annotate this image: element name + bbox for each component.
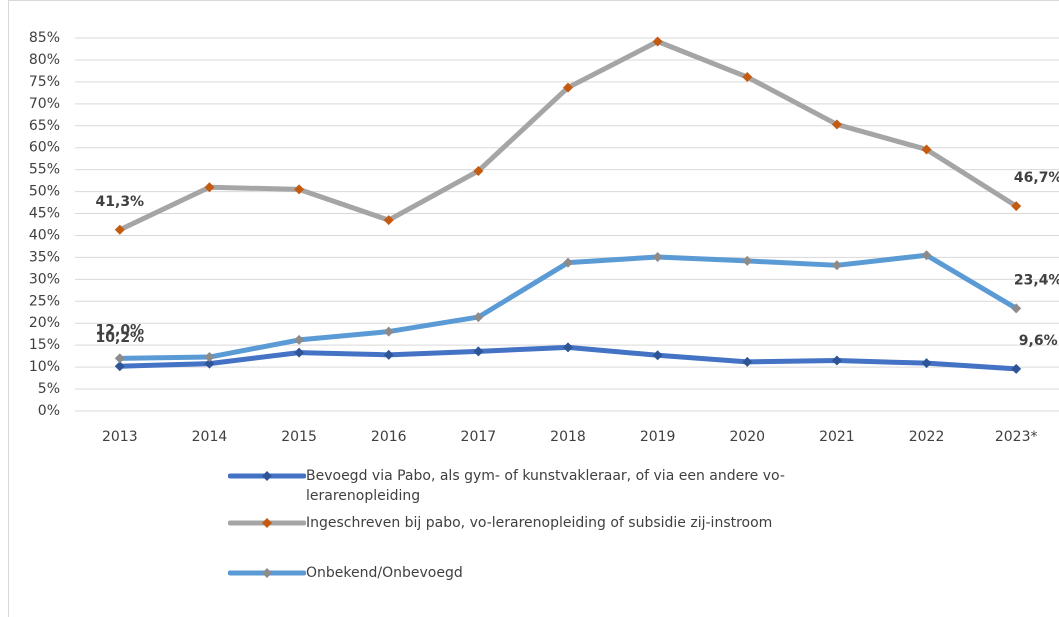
legend-label: Ingeschreven bij pabo, vo-lerarenopleidi… <box>306 515 773 531</box>
x-tick-label: 2022 <box>909 429 945 445</box>
y-tick-label: 80% <box>29 52 60 68</box>
y-tick-label: 40% <box>29 227 60 243</box>
series-line <box>117 39 1019 233</box>
y-tick-label: 65% <box>29 118 60 134</box>
marker <box>383 326 394 337</box>
y-tick-label: 45% <box>29 206 60 222</box>
marker <box>1011 303 1022 314</box>
y-tick-label: 15% <box>29 337 60 353</box>
x-tick-label: 2014 <box>192 429 228 445</box>
marker <box>294 334 305 345</box>
marker <box>294 184 305 195</box>
x-tick-label: 2016 <box>371 429 407 445</box>
y-tick-label: 60% <box>29 140 60 156</box>
y-tick-label: 75% <box>29 74 60 90</box>
data-label: 23,4% <box>1014 272 1059 288</box>
marker <box>742 356 753 367</box>
marker <box>563 82 573 93</box>
x-tick-label: 2020 <box>729 429 765 445</box>
data-label: 12,0% <box>96 322 145 338</box>
data-label: 41,3% <box>96 194 145 210</box>
marker <box>921 144 932 155</box>
marker <box>114 353 125 364</box>
marker <box>742 255 753 266</box>
legend-item: Ingeschreven bij pabo, vo-lerarenopleidi… <box>228 513 928 533</box>
y-tick-label: 20% <box>29 315 60 331</box>
y-tick-label: 30% <box>29 271 60 287</box>
marker <box>114 224 125 235</box>
marker <box>473 346 484 357</box>
marker <box>1011 201 1022 212</box>
marker <box>114 361 125 372</box>
chart-border <box>8 0 1059 617</box>
legend-item: Onbekend/Onbevoegd <box>228 563 928 583</box>
marker <box>383 349 394 360</box>
y-tick-label: 55% <box>29 162 60 178</box>
y-tick-label: 35% <box>29 249 60 265</box>
y-tick-label: 25% <box>29 293 60 309</box>
legend-swatch <box>228 471 306 481</box>
legend-swatch <box>228 568 306 578</box>
x-tick-label: 2015 <box>281 429 317 445</box>
legend-item: Bevoegd via Pabo, als gym- of kunstvakle… <box>228 466 928 506</box>
marker <box>652 350 663 361</box>
x-tick-label: 2018 <box>550 429 586 445</box>
legend-swatch <box>228 518 306 528</box>
marker <box>204 182 215 193</box>
y-tick-label: 5% <box>38 381 60 397</box>
marker <box>652 36 663 47</box>
y-tick-label: 10% <box>29 359 60 375</box>
y-tick-label: 0% <box>38 403 60 419</box>
y-tick-label: 85% <box>29 30 60 46</box>
data-label: 9,6% <box>1019 333 1058 349</box>
marker <box>204 352 215 363</box>
marker <box>831 260 842 271</box>
marker <box>921 358 932 369</box>
x-tick-label: 2013 <box>102 429 138 445</box>
data-label: 10,2% <box>96 330 145 346</box>
marker <box>831 355 842 366</box>
marker <box>294 347 305 358</box>
marker <box>563 257 573 268</box>
y-tick-label: 70% <box>29 96 60 112</box>
x-tick-label: 2019 <box>640 429 676 445</box>
x-tick-label: 2021 <box>819 429 855 445</box>
marker <box>1011 363 1022 374</box>
marker <box>742 72 753 83</box>
marker <box>473 312 484 323</box>
marker <box>473 165 484 176</box>
marker <box>921 250 932 261</box>
legend-marker <box>262 471 272 481</box>
marker <box>563 342 573 353</box>
y-tick-label: 50% <box>29 184 60 200</box>
marker <box>652 251 663 262</box>
legend-label: Onbekend/Onbevoegd <box>306 565 463 581</box>
data-label: 46,7% <box>1014 170 1059 186</box>
marker <box>383 215 394 226</box>
marker <box>831 119 842 130</box>
marker <box>204 358 215 369</box>
legend-marker <box>262 518 272 528</box>
x-tick-label: 2023* <box>995 429 1038 445</box>
x-tick-label: 2017 <box>461 429 497 445</box>
legend-marker <box>262 568 272 578</box>
legend-label: Bevoegd via Pabo, als gym- of kunstvakle… <box>306 468 785 504</box>
